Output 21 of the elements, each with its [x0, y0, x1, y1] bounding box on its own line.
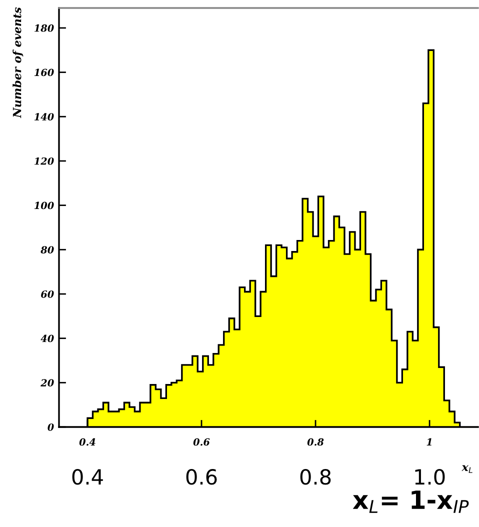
x2-tick-label: 1.0 [415, 469, 445, 485]
y-tick-label: 180 [34, 24, 54, 32]
y-tick-label: 0 [48, 423, 54, 431]
y-tick-label: 140 [34, 113, 54, 120]
x2-tick-label: 0.6 [186, 469, 217, 485]
x2-tick-label: 0.4 [72, 469, 103, 485]
x2-axis-title: x$_{L}$= 1-x$_{IP}$ [352, 490, 469, 513]
x-tick-label: 0.8 [307, 438, 324, 446]
x-tick-label: 0.4 [79, 438, 96, 446]
x-tick-label: 1 [426, 438, 432, 446]
y-axis-title: Number of events [12, 7, 24, 118]
x-axis-title: x$_{L}$ [462, 465, 472, 473]
y-tick-label: 60 [41, 290, 54, 298]
y-tick-label: 160 [34, 68, 54, 76]
x-tick-label: 0.6 [193, 438, 210, 446]
y-tick-label: 80 [40, 246, 54, 254]
y-tick-label: 20 [40, 379, 54, 386]
y-tick-label: 40 [40, 334, 54, 342]
y-tick-label: 100 [34, 202, 54, 210]
x2-tick-label: 0.8 [300, 469, 331, 485]
y-tick-label: 120 [34, 157, 54, 165]
